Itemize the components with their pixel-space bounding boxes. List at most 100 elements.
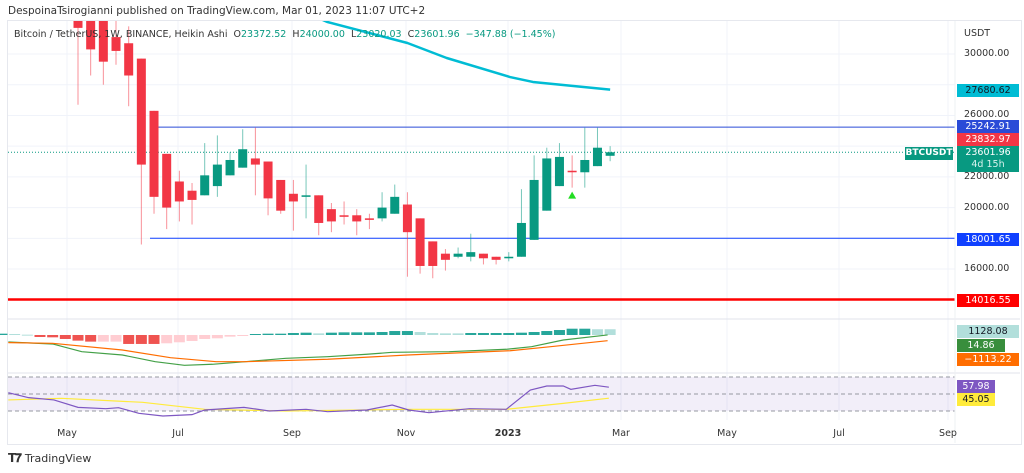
candle-down (326, 209, 336, 222)
macd-pane (0, 328, 616, 366)
open-value: 23372.52 (241, 29, 287, 40)
candle-up (200, 175, 210, 196)
macd-histogram-bar (0, 333, 8, 335)
candle-down (428, 241, 438, 266)
currency-label[interactable]: USDT (964, 28, 991, 39)
candle-down (86, 21, 96, 50)
candle-down (440, 253, 450, 260)
rsi-ma-tag: 45.05 (957, 393, 995, 406)
price-tick: 20000.00 (964, 202, 1010, 213)
macd-histogram-bar (287, 333, 299, 335)
macd-histogram-bar (363, 332, 375, 335)
macd-histogram-bar (161, 335, 173, 344)
macd-histogram-bar (541, 331, 553, 335)
macd-histogram-bar (47, 335, 59, 338)
brand-name: TradingView (24, 452, 92, 465)
macd-histogram-bar (300, 332, 312, 335)
macd-histogram-bar (427, 333, 439, 335)
macd-histogram-bar (186, 335, 198, 341)
low-label: L (350, 29, 357, 40)
buy-signal-triangle-icon (568, 191, 577, 199)
candle-down (124, 43, 134, 76)
major-support-tag: 14016.55 (957, 294, 1019, 307)
macd-histogram-bar (275, 333, 287, 335)
macd-histogram-tag: 1128.08 (957, 325, 1019, 338)
macd-histogram-bar (566, 328, 578, 335)
candle-up (592, 147, 602, 167)
last-price-tag: 23601.96 4d 15h (957, 146, 1019, 172)
time-label: Jul (172, 428, 184, 439)
candle-down (478, 253, 488, 259)
candle-up (554, 156, 564, 187)
candle-down (187, 190, 197, 200)
ma-price-tag: 27680.62 (957, 84, 1019, 97)
close-label: C (407, 29, 415, 40)
change-value: −347.88 (−1.45%) (465, 29, 556, 40)
candle-up (580, 159, 590, 173)
tradingview-logo-icon: T𝟕 (8, 451, 22, 465)
symbol-name[interactable]: Bitcoin / TetherUS, 1W, BINANCE, Heikin … (14, 29, 228, 40)
candle-up (301, 195, 311, 197)
candle-down (339, 215, 349, 217)
candle-down (314, 195, 324, 223)
macd-histogram-bar (199, 335, 211, 339)
macd-histogram-bar (173, 335, 185, 343)
macd-histogram-bar (9, 334, 21, 336)
macd-histogram-bar (338, 332, 350, 335)
publish-info: DespoinaTsirogianni published on Trading… (8, 5, 426, 17)
rsi-line (8, 384, 609, 417)
time-label: Nov (396, 428, 416, 439)
candle-down (174, 181, 184, 202)
macd-histogram-bar (401, 331, 413, 335)
candle-down (352, 215, 362, 222)
price-tick: 26000.00 (964, 109, 1010, 120)
macd-histogram-bar (452, 333, 464, 335)
candle-down (73, 21, 83, 28)
candle-down (491, 256, 501, 260)
candle-up (238, 149, 248, 168)
high-value: 24000.00 (299, 29, 345, 40)
candle-down (149, 110, 159, 197)
time-label: Sep (939, 428, 957, 439)
candle-down (567, 170, 577, 173)
time-label: Jul (833, 428, 845, 439)
prev-close-tag: 23832.97 (957, 133, 1019, 146)
support-price-tag: 18001.65 (957, 233, 1019, 246)
macd-histogram-bar (477, 333, 489, 335)
macd-histogram-bar (414, 332, 426, 335)
candle-up (466, 252, 476, 257)
price-tick: 22000.00 (964, 171, 1010, 182)
macd-histogram-bar (34, 335, 46, 337)
candles (73, 21, 615, 279)
footer-brand[interactable]: T𝟕 TradingView (8, 451, 91, 466)
price-tick: 16000.00 (964, 263, 1010, 274)
candle-down (162, 153, 172, 208)
resistance-price-tag: 25242.91 (957, 120, 1019, 133)
open-label: O (233, 29, 242, 40)
macd-histogram-bar (148, 335, 160, 344)
candle-down (263, 161, 273, 199)
macd-histogram-bar (224, 335, 236, 337)
symbol-tag: BTCUSDT (905, 147, 953, 160)
candle-up (453, 253, 463, 257)
time-label: 2023 (494, 428, 522, 439)
candle-up (605, 152, 615, 156)
macd-histogram-bar (465, 333, 477, 335)
high-label: H (292, 29, 300, 40)
macd-histogram-bar (325, 332, 337, 335)
candle-up (390, 196, 400, 214)
macd-histogram-bar (135, 335, 147, 344)
moving-average (321, 21, 611, 91)
macd-histogram-bar (389, 331, 401, 335)
macd-histogram-bar (351, 332, 363, 335)
macd-histogram-bar (249, 334, 261, 336)
time-label: Sep (283, 428, 301, 439)
macd-histogram-bar (21, 334, 33, 336)
candle-up (225, 159, 235, 176)
candle-down (111, 37, 121, 51)
candle-down (415, 218, 425, 266)
candle-down (136, 58, 146, 165)
macd-histogram-bar (528, 332, 540, 335)
macd-histogram-bar (490, 333, 502, 335)
